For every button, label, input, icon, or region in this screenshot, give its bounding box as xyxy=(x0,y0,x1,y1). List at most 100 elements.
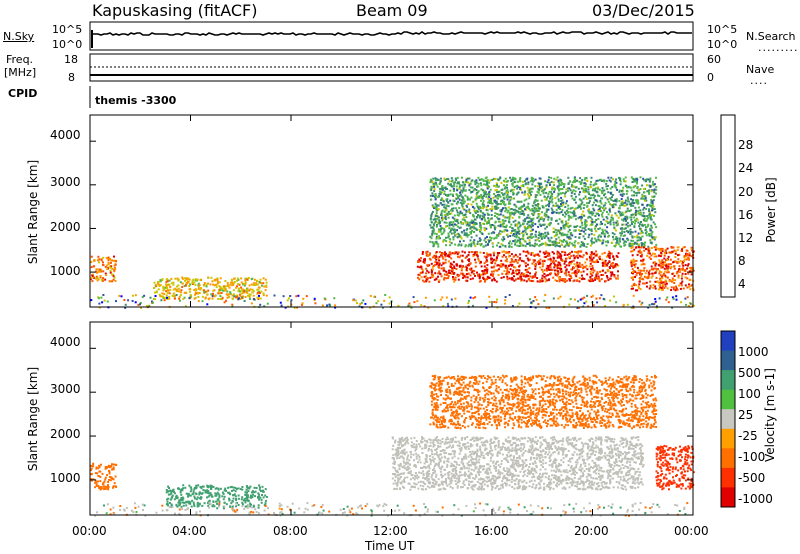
power-cell xyxy=(262,277,265,280)
power-cell xyxy=(612,221,615,224)
power-cell xyxy=(545,197,548,199)
power-cell xyxy=(471,179,474,182)
power-cell xyxy=(629,224,632,227)
power-cell xyxy=(515,205,518,208)
power-cell xyxy=(439,225,442,227)
power-cell xyxy=(638,223,641,226)
power-cell xyxy=(678,265,681,268)
power-cell xyxy=(595,190,598,193)
power-cell xyxy=(571,272,574,275)
power-cell xyxy=(590,251,593,254)
power-cell xyxy=(471,270,474,273)
power-cell xyxy=(491,278,494,281)
power-cell xyxy=(113,259,116,262)
power-cell xyxy=(504,299,507,302)
power-cell xyxy=(444,255,447,258)
power-cell xyxy=(498,190,501,193)
power-cell xyxy=(584,266,587,269)
power-cell xyxy=(426,269,429,272)
power-cell xyxy=(632,221,635,223)
power-cell xyxy=(622,186,625,189)
power-cell xyxy=(605,180,608,182)
power-cell xyxy=(553,231,556,234)
power-cell xyxy=(658,284,661,287)
power-cell xyxy=(671,277,674,280)
power-cell xyxy=(599,223,602,226)
power-cell xyxy=(584,232,587,235)
velocity-cell xyxy=(187,492,190,495)
power-cell xyxy=(466,235,469,238)
power-cell xyxy=(599,210,602,212)
power-cell xyxy=(648,272,651,275)
power-cell xyxy=(565,202,567,205)
power-cell xyxy=(230,281,233,284)
power-cell xyxy=(511,216,514,219)
power-cell xyxy=(645,269,648,272)
power-cell xyxy=(576,265,579,267)
power-cell xyxy=(593,196,596,199)
power-cell xyxy=(582,270,585,273)
power-cell xyxy=(576,272,578,275)
power-cell xyxy=(104,278,107,281)
power-cell xyxy=(179,294,182,297)
power-cell xyxy=(461,205,464,208)
power-cell xyxy=(588,256,591,258)
power-cell xyxy=(669,263,672,266)
power-cell xyxy=(633,270,636,272)
power-cell xyxy=(423,275,426,278)
power-cell xyxy=(453,265,456,268)
power-cell xyxy=(564,266,567,269)
velocity-cell xyxy=(260,501,263,504)
power-cell xyxy=(617,243,620,246)
power-cell xyxy=(450,212,453,215)
power-cell xyxy=(203,284,206,287)
power-cell xyxy=(607,279,610,281)
power-cell xyxy=(587,216,590,219)
power-cell xyxy=(615,244,617,246)
power-cell xyxy=(437,235,440,238)
power-cell xyxy=(500,181,503,184)
power-cell xyxy=(102,277,104,280)
power-cell xyxy=(438,228,441,231)
power-cell xyxy=(600,190,603,192)
power-cell xyxy=(588,208,591,211)
power-cell xyxy=(506,216,509,219)
power-cell xyxy=(650,268,653,271)
power-cell xyxy=(141,296,144,299)
power-cell xyxy=(580,250,583,253)
power-cell xyxy=(484,272,487,275)
power-cell xyxy=(631,231,634,234)
power-cell xyxy=(485,227,488,230)
power-cell xyxy=(554,279,557,282)
power-cell xyxy=(644,187,647,190)
power-cell xyxy=(484,244,487,247)
power-cell xyxy=(591,274,594,277)
velocity-cell xyxy=(168,502,171,504)
power-cell xyxy=(649,229,652,232)
power-cell xyxy=(252,294,255,297)
power-cell xyxy=(585,251,588,254)
power-cell xyxy=(485,259,488,262)
velocity-cell xyxy=(254,490,257,493)
velocity-cell xyxy=(210,486,213,489)
power-cell xyxy=(201,295,204,298)
power-cell xyxy=(469,212,472,215)
power-cell xyxy=(199,278,202,281)
power-cell xyxy=(477,176,480,179)
velocity-cell xyxy=(247,490,250,493)
power-cell xyxy=(284,306,287,309)
power-cell xyxy=(641,231,644,234)
power-cell xyxy=(516,269,518,272)
power-cell xyxy=(568,187,571,190)
power-cell xyxy=(616,222,619,225)
power-cell xyxy=(568,262,571,265)
power-cell xyxy=(544,231,547,234)
power-cell xyxy=(617,270,619,273)
power-cell xyxy=(569,215,572,218)
power-cell xyxy=(455,198,458,201)
power-cell xyxy=(225,299,227,302)
power-cell xyxy=(470,243,473,246)
power-cell xyxy=(568,235,571,238)
power-cell xyxy=(439,180,442,183)
power-cell xyxy=(421,252,424,255)
